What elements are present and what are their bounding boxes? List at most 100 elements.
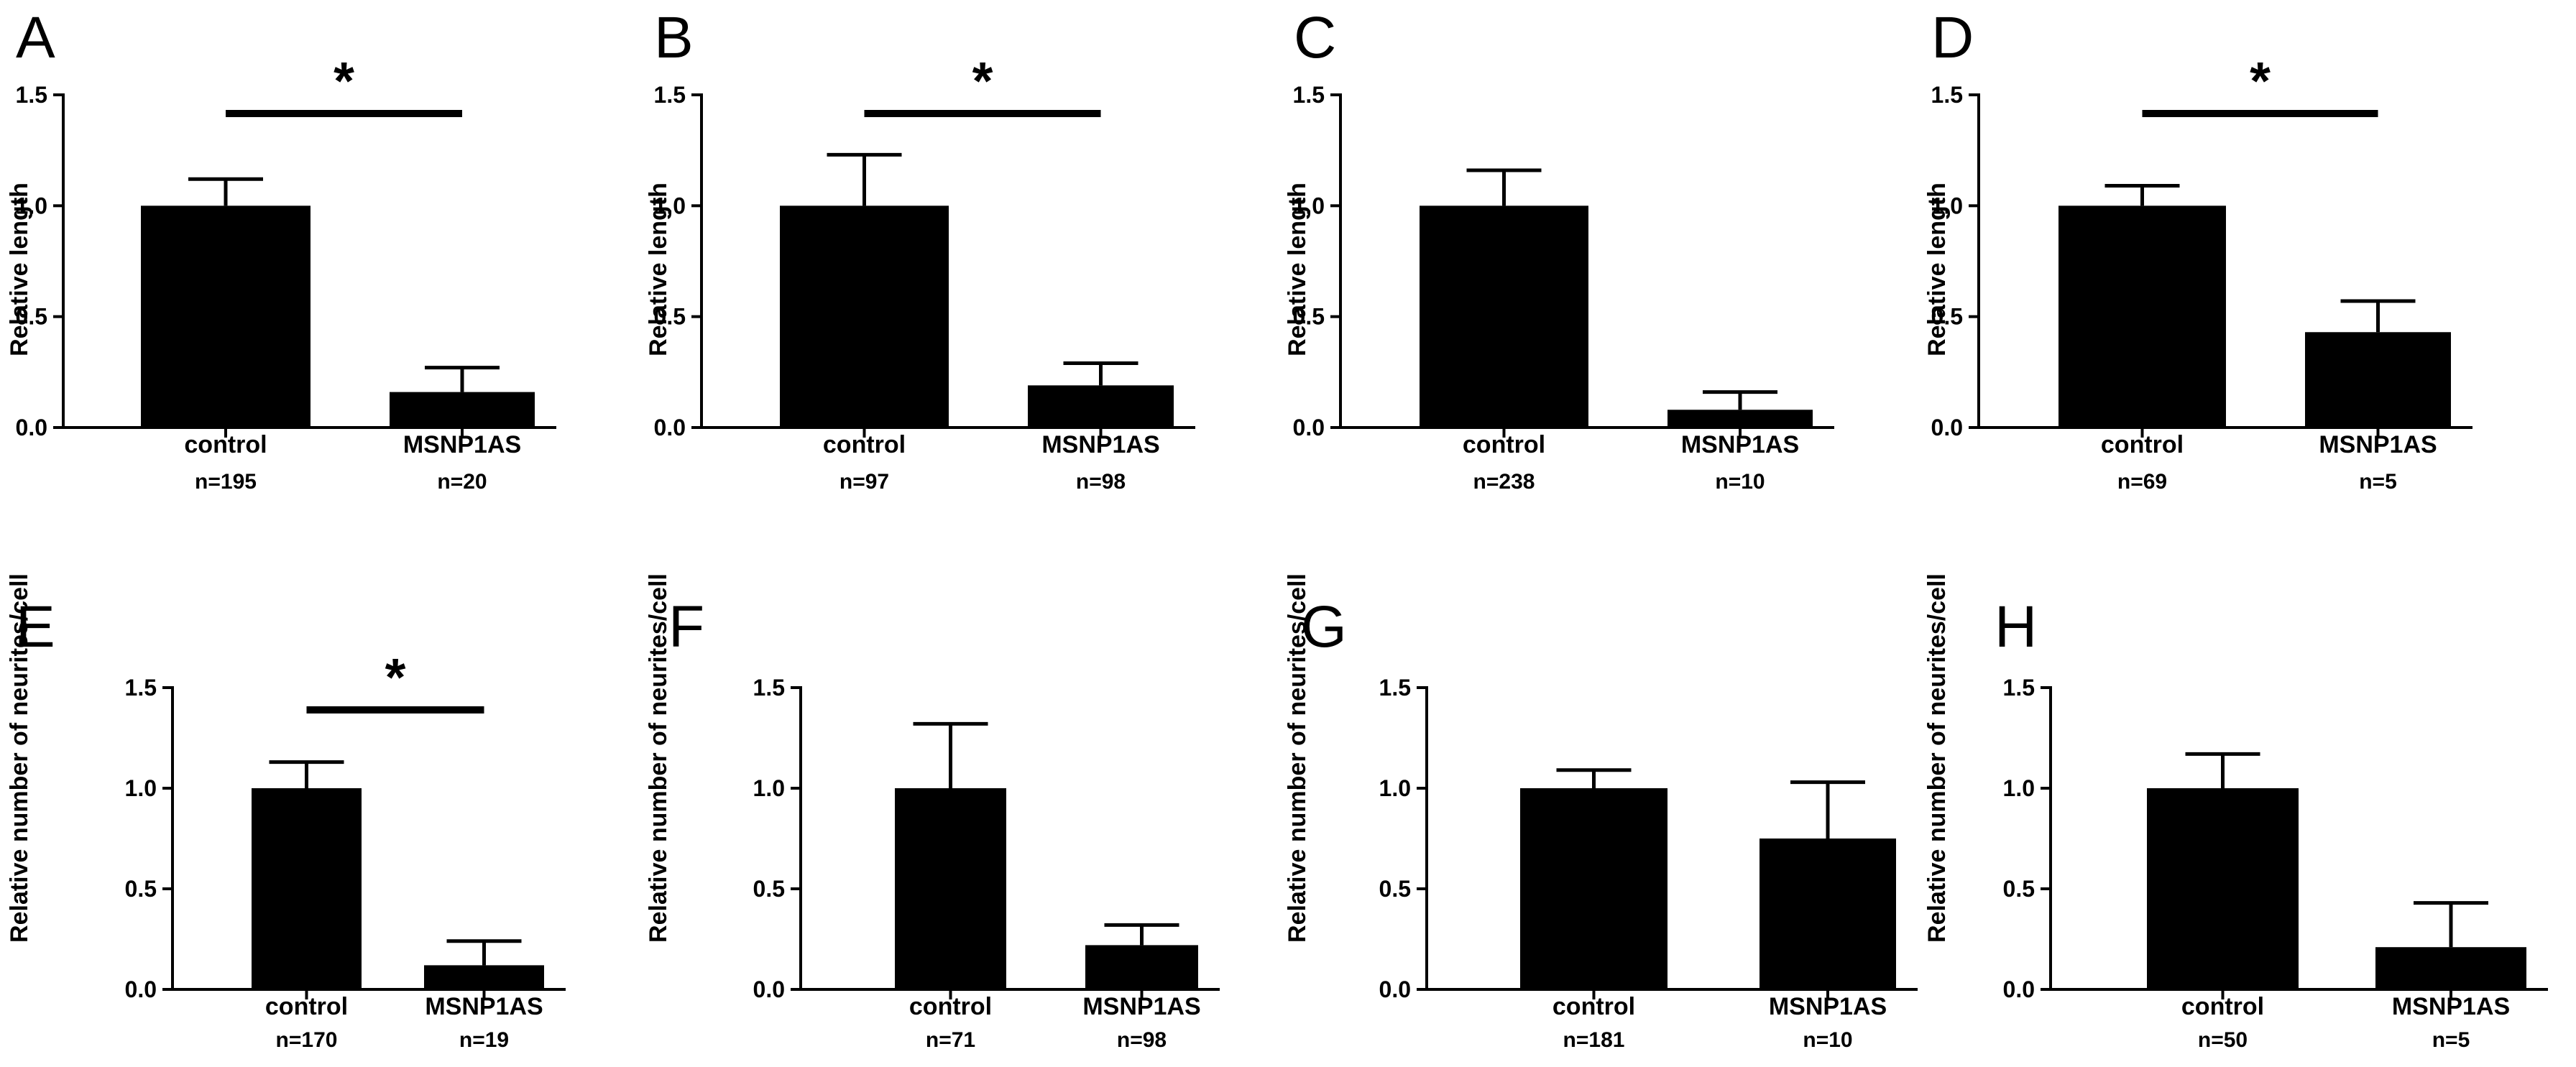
significance-bar (226, 110, 462, 117)
panel-letter: G (1301, 594, 1347, 660)
y-tick-label: 0.0 (1931, 415, 1963, 440)
category-label: control (823, 431, 906, 458)
panel-d: D Relative length 0.0 0.5 1.0 1.5 control n=69 M… (1923, 5, 2472, 494)
n-label: n=97 (840, 470, 889, 494)
significance-star: * (385, 647, 406, 707)
bar-msnp1as (2305, 332, 2451, 428)
y-tick-label: 1.0 (1931, 193, 1963, 218)
y-tick-label: 1.5 (1379, 675, 1411, 701)
panel-letter: D (1931, 5, 1974, 70)
y-tick-label: 0.0 (654, 415, 686, 440)
y-tick-label: 1.5 (1293, 82, 1325, 108)
y-axis-title: Relative length (1923, 183, 1951, 356)
significance-star: * (2250, 51, 2271, 111)
category-label: control (909, 993, 992, 1020)
category-label: control (184, 431, 267, 458)
n-label: n=50 (2198, 1028, 2248, 1052)
y-axis-title: Relative number of neurites/cell (645, 573, 672, 943)
category-label: control (2181, 993, 2264, 1020)
category-label: control (1552, 993, 1635, 1020)
y-tick-label: 1.5 (16, 82, 47, 108)
n-label: n=238 (1473, 470, 1535, 494)
panel-letter: F (668, 594, 704, 660)
y-tick-label: 1.0 (16, 193, 47, 218)
category-label: MSNP1AS (2319, 431, 2437, 458)
y-tick-label: 0.5 (16, 304, 47, 330)
bar-control (780, 205, 949, 428)
y-tick-label: 0.0 (2003, 976, 2035, 1002)
bar-control (2147, 788, 2299, 989)
y-tick-label: 0.0 (125, 976, 157, 1002)
panel-h: H Relative number of neurites/cell 0.0 0.5 1… (1923, 573, 2548, 1052)
n-label: n=10 (1715, 470, 1765, 494)
y-tick-label: 1.0 (1293, 193, 1325, 218)
panel-c: C Relative length 0.0 0.5 1.0 1.5 control n=238… (1284, 5, 1834, 494)
category-label: MSNP1AS (1041, 431, 1159, 458)
category-label: control (2101, 431, 2184, 458)
y-axis-title: Relative length (6, 183, 33, 356)
bar-control (895, 788, 1006, 989)
n-label: n=170 (276, 1028, 338, 1052)
category-label: control (265, 993, 348, 1020)
n-label: n=195 (195, 470, 257, 494)
n-label: n=5 (2432, 1028, 2470, 1052)
significance-bar (306, 706, 484, 713)
bar-msnp1as (390, 392, 535, 428)
y-tick-label: 1.0 (654, 193, 686, 218)
n-label: n=98 (1076, 470, 1126, 494)
n-label: n=181 (1563, 1028, 1625, 1052)
y-axis-title: Relative number of neurites/cell (6, 573, 33, 943)
y-tick-label: 0.5 (1379, 876, 1411, 902)
bar-msnp1as (2375, 947, 2526, 989)
n-label: n=19 (459, 1028, 509, 1052)
significance-bar (2142, 110, 2378, 117)
bar-msnp1as (1028, 385, 1174, 428)
n-label: n=20 (437, 470, 487, 494)
y-tick-label: 1.5 (1931, 82, 1963, 108)
category-label: MSNP1AS (2392, 993, 2510, 1020)
significance-star: * (334, 51, 354, 111)
y-tick-label: 1.0 (753, 775, 785, 801)
y-tick-label: 0.0 (16, 415, 47, 440)
y-tick-label: 1.0 (2003, 775, 2035, 801)
bar-control (1420, 205, 1588, 428)
y-tick-label: 0.0 (1379, 976, 1411, 1002)
bar-msnp1as (1668, 410, 1813, 428)
panel-letter: B (654, 5, 694, 70)
significance-star: * (972, 51, 993, 111)
panel-letter: A (16, 5, 55, 70)
y-tick-label: 0.5 (2003, 876, 2035, 902)
category-label: control (1463, 431, 1545, 458)
y-tick-label: 1.0 (125, 775, 157, 801)
category-label: MSNP1AS (425, 993, 543, 1020)
bar-msnp1as (1760, 839, 1896, 989)
bar-control (1520, 788, 1668, 989)
category-label: MSNP1AS (1769, 993, 1887, 1020)
panel-b: B Relative length 0.0 0.5 1.0 1.5 control n=97 M… (645, 5, 1195, 494)
y-tick-label: 0.0 (1293, 415, 1325, 440)
category-label: MSNP1AS (1082, 993, 1200, 1020)
y-tick-label: 0.5 (654, 304, 686, 330)
n-label: n=71 (926, 1028, 975, 1052)
bar-msnp1as (1085, 945, 1198, 989)
y-tick-label: 1.5 (2003, 675, 2035, 701)
y-tick-label: 0.5 (753, 876, 785, 902)
panel-letter: H (1995, 594, 2037, 660)
n-label: n=98 (1117, 1028, 1167, 1052)
y-axis-title: Relative length (645, 183, 672, 356)
bar-control (2058, 205, 2226, 428)
significance-bar (864, 110, 1101, 117)
n-label: n=5 (2359, 470, 2397, 494)
y-tick-label: 0.0 (753, 976, 785, 1002)
n-label: n=10 (1803, 1028, 1852, 1052)
category-label: MSNP1AS (403, 431, 521, 458)
y-tick-label: 0.5 (1293, 304, 1325, 330)
y-tick-label: 1.0 (1379, 775, 1411, 801)
bar-control (141, 205, 310, 428)
y-axis-title: Relative length (1284, 183, 1311, 356)
y-tick-label: 1.5 (125, 675, 157, 701)
bar-control (252, 788, 362, 989)
